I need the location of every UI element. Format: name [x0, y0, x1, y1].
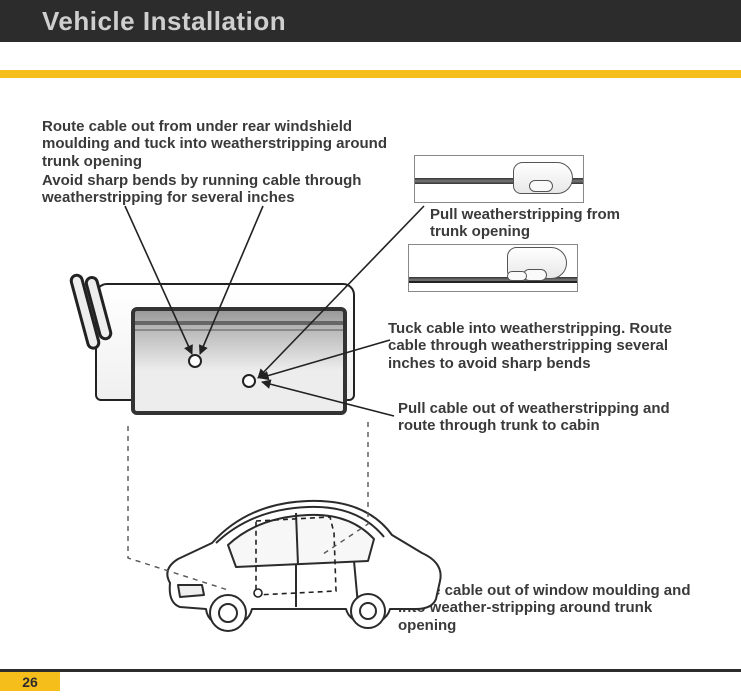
accent-bar — [0, 70, 741, 78]
instruction-top-a: Route cable out from under rear windshie… — [42, 118, 412, 170]
page-number-tab: 26 — [0, 672, 60, 691]
content-area: Route cable out from under rear windshie… — [0, 78, 741, 638]
cable-icon — [409, 281, 577, 283]
trunk-opening — [131, 307, 347, 415]
instruction-right-2: Tuck cable into weatherstripping. Route … — [388, 320, 708, 372]
footer-rule — [0, 669, 741, 672]
trunk-body — [95, 283, 355, 401]
inset-tuck-cable — [408, 244, 578, 292]
car-illustration — [158, 473, 448, 643]
instruction-right-1: Pull weatherstripping from trunk opening — [430, 206, 630, 241]
finger-icon — [507, 271, 527, 281]
trunk-illustration — [85, 223, 385, 423]
finger-icon — [529, 180, 553, 192]
instruction-top-b: Avoid sharp bends by running cable throu… — [42, 172, 422, 207]
weatherstrip-line — [135, 321, 343, 325]
callout-marker — [242, 374, 256, 388]
page-header: Vehicle Installation — [0, 0, 741, 42]
instruction-right-3: Pull cable out of weatherstripping and r… — [398, 400, 698, 435]
weatherstrip-line — [135, 329, 343, 331]
page-number: 26 — [22, 674, 38, 690]
page-title: Vehicle Installation — [42, 6, 286, 37]
callout-marker — [188, 354, 202, 368]
inset-pull-weatherstripping — [414, 155, 584, 203]
